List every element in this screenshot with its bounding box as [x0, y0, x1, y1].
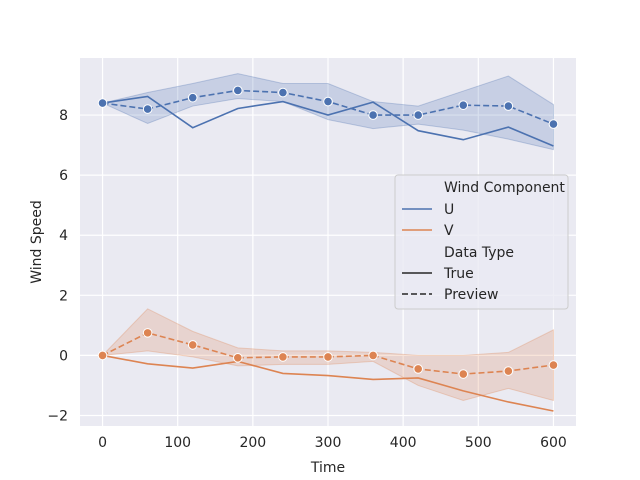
point-v-preview	[97, 350, 108, 361]
y-tick-label: 0	[59, 348, 68, 364]
point-v-preview	[368, 350, 378, 361]
line-v-true	[102, 354, 554, 412]
point-v-preview	[323, 352, 333, 362]
point-v-preview	[187, 340, 198, 350]
x-tick-label: 400	[390, 435, 417, 451]
point-u-preview	[97, 98, 108, 108]
x-tick-label: 0	[98, 435, 107, 451]
point-u-preview	[323, 96, 333, 107]
legend-u-label: U	[444, 202, 454, 218]
point-u-preview	[503, 101, 514, 111]
x-tick-label: 200	[239, 435, 266, 451]
point-u-preview	[458, 100, 469, 110]
legend-hue-title: Wind Component	[444, 180, 565, 196]
y-tick-label: 2	[59, 288, 68, 304]
legend-box	[394, 174, 569, 310]
legend-v-label: V	[444, 223, 454, 239]
legend-preview-label: Preview	[444, 287, 499, 303]
point-v-preview	[278, 352, 288, 362]
point-v-preview	[233, 353, 243, 363]
x-tick-label: 600	[540, 435, 567, 451]
x-axis-ticks: 0 100 200 300 400 500 600	[98, 435, 567, 451]
point-v-preview	[548, 360, 559, 370]
x-tick-label: 100	[164, 435, 191, 451]
point-u-preview	[368, 110, 378, 120]
x-tick-label: 500	[465, 435, 492, 451]
point-u-preview	[187, 92, 198, 103]
point-v-preview	[142, 328, 153, 338]
y-axis-label: Wind Speed	[29, 200, 45, 284]
y-tick-label: 8	[59, 108, 68, 124]
y-tick-label: −2	[47, 408, 68, 424]
legend: Wind Component U V Data Type True Previe…	[394, 174, 569, 310]
legend-style-title: Data Type	[444, 245, 514, 261]
legend-true-label: True	[443, 266, 474, 282]
point-v-preview	[458, 369, 469, 379]
x-axis-label: Time	[310, 460, 345, 476]
series-markers	[97, 85, 559, 379]
point-v-preview	[413, 364, 423, 374]
point-u-preview	[278, 87, 288, 98]
x-tick-label: 300	[315, 435, 342, 451]
y-tick-label: 6	[59, 168, 68, 184]
point-u-preview	[142, 104, 153, 114]
y-axis-ticks: −2 0 2 4 6 8	[47, 108, 68, 424]
point-u-preview	[548, 119, 559, 129]
point-u-preview	[233, 85, 243, 96]
point-v-preview	[503, 366, 514, 376]
y-tick-label: 4	[59, 228, 68, 244]
line-u-true	[102, 95, 554, 147]
point-u-preview	[413, 110, 423, 120]
